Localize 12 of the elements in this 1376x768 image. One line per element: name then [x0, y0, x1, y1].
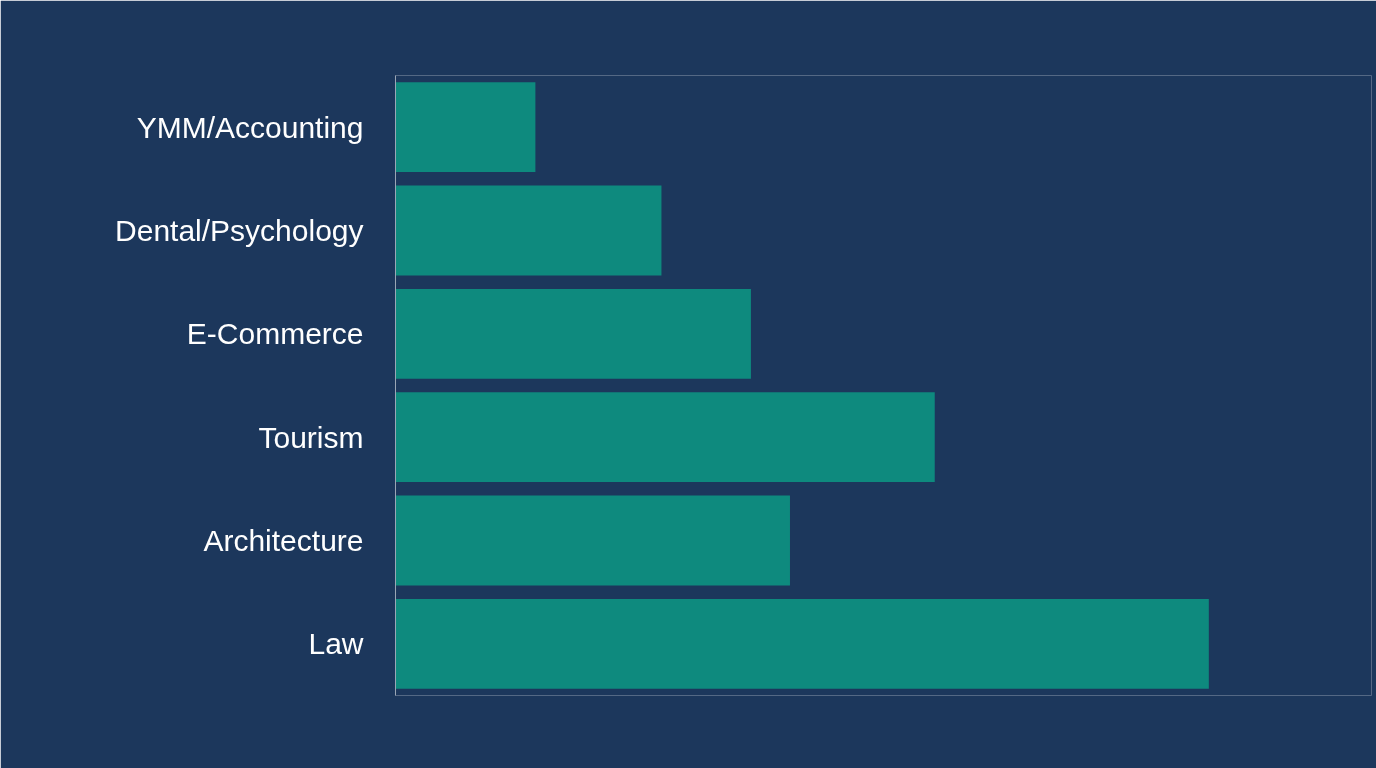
bar	[395, 288, 751, 379]
y-tick-label: Dental/Psychology	[115, 214, 364, 247]
bar	[395, 495, 790, 586]
bar	[395, 598, 1209, 689]
bar	[395, 392, 935, 483]
y-tick-label: Tourism	[258, 420, 364, 454]
bar	[395, 82, 536, 173]
y-tick-label: E-Commerce	[186, 317, 364, 351]
y-tick-label: Law	[308, 627, 364, 661]
y-tick-label: YMM/Accounting	[136, 110, 364, 144]
bar	[395, 185, 662, 276]
y-tick-label: Architecture	[203, 524, 364, 557]
